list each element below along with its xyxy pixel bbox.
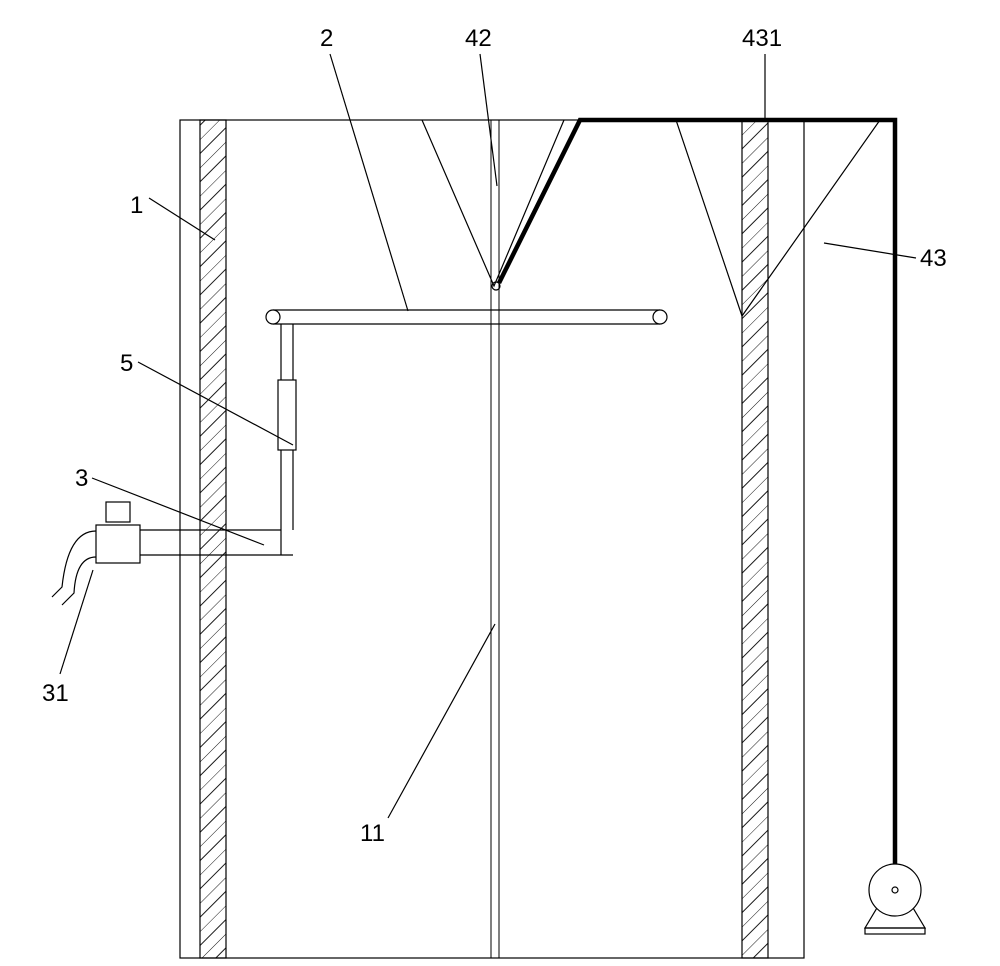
funnel-left <box>422 120 564 286</box>
label-1: 1 <box>130 192 143 220</box>
leader-11 <box>388 624 495 818</box>
label-431: 431 <box>742 25 782 53</box>
valve-spout <box>62 557 96 605</box>
label-2: 2 <box>320 25 333 53</box>
leader-43 <box>824 243 916 258</box>
roller-left <box>266 310 280 324</box>
right-wall <box>742 120 768 958</box>
pump-base <box>865 928 925 934</box>
thick-pipe <box>499 120 895 880</box>
outer-frame <box>180 120 804 958</box>
funnel-right <box>676 120 880 316</box>
leader-2 <box>330 54 408 311</box>
sleeve <box>278 380 296 450</box>
valve-body <box>96 525 140 563</box>
label-3: 3 <box>75 465 88 493</box>
label-11: 11 <box>360 820 385 848</box>
label-5: 5 <box>120 350 133 378</box>
engineering-diagram <box>0 0 1000 966</box>
label-31: 31 <box>42 680 69 708</box>
label-43: 43 <box>920 245 947 273</box>
roller-right <box>653 310 667 324</box>
left-wall <box>200 120 226 958</box>
valve-cap <box>106 502 130 522</box>
leader-31 <box>60 570 93 674</box>
label-42: 42 <box>465 25 492 53</box>
